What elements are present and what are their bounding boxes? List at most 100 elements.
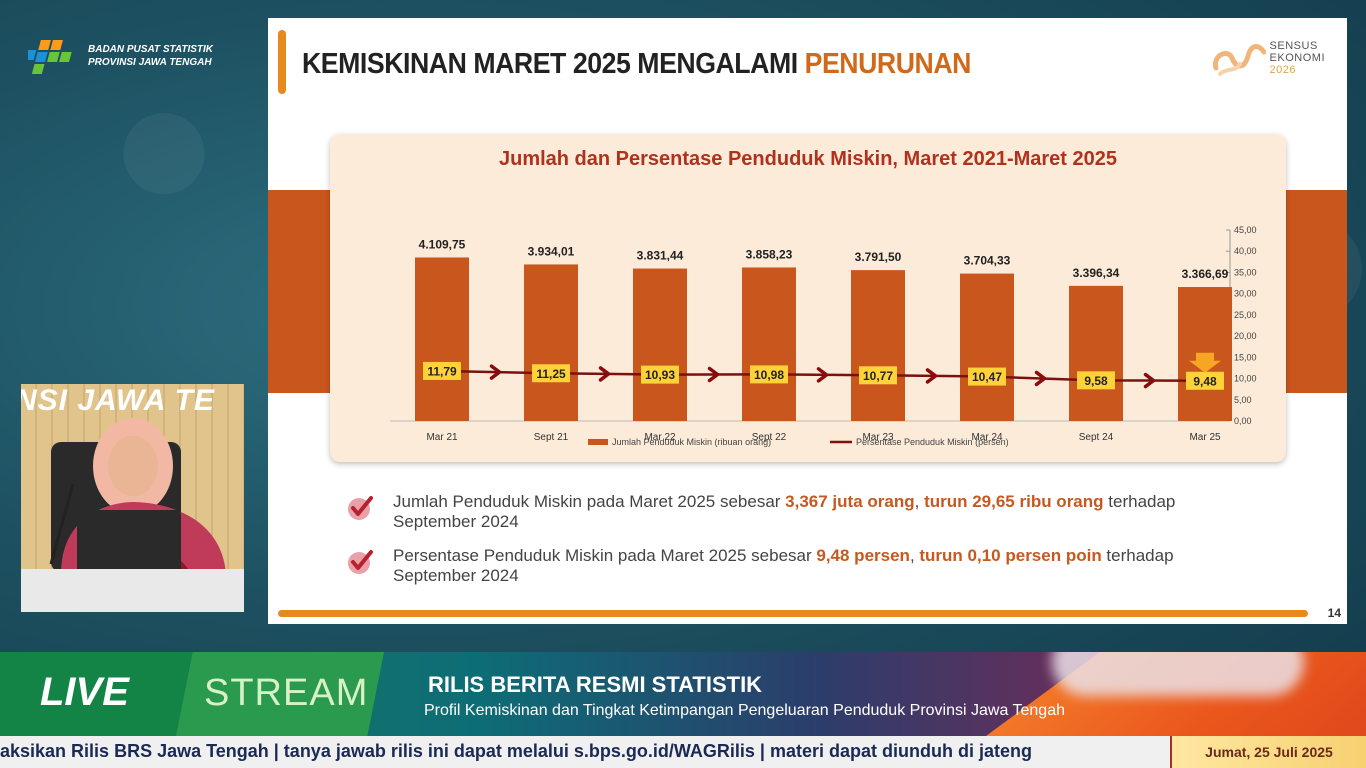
line-value-box bbox=[641, 365, 679, 384]
y2-tick-label: 40,00 bbox=[1234, 246, 1257, 256]
line-value-box bbox=[532, 364, 570, 383]
slide-title-main: KEMISKINAN MARET 2025 MENGALAMI bbox=[302, 48, 805, 80]
line-value-box bbox=[1077, 371, 1115, 390]
key-points: Jumlah Penduduk Miskin pada Maret 2025 s… bbox=[346, 492, 1246, 600]
key-point-2-bold-a: 9,48 persen bbox=[816, 546, 910, 565]
chart: 0,00 5,00 10,00 15,00 20,00 25,00 30,00 35,00 40… bbox=[390, 225, 1257, 447]
presenter-video: NSI JAWA TE bbox=[21, 384, 244, 612]
bar-value-label: 3.704,33 bbox=[964, 254, 1011, 268]
line-value-label: 10,98 bbox=[754, 368, 784, 382]
key-point-1-text-c: terhadap September 2024 bbox=[393, 492, 1176, 531]
sensus-line1: SENSUS bbox=[1269, 40, 1318, 52]
page-number: 14 bbox=[1327, 606, 1341, 620]
down-arrow-icon bbox=[1189, 352, 1221, 373]
key-point-1-bold-b: turun 29,65 ribu orang bbox=[924, 492, 1104, 511]
y2-tick-label: 45,00 bbox=[1234, 225, 1257, 235]
line-value-label: 10,47 bbox=[972, 370, 1002, 384]
title-accent-bar bbox=[278, 30, 286, 94]
bar-value-label: 3.791,50 bbox=[855, 250, 902, 264]
chart-title: Jumlah dan Persentase Penduduk Miskin, M… bbox=[498, 148, 1118, 170]
bar-value-label: 3.396,34 bbox=[1073, 266, 1120, 280]
live-badge bbox=[0, 652, 192, 736]
bar-value-label: 3.366,69 bbox=[1182, 267, 1229, 281]
ticker-text: aksikan Rilis BRS Jawa Tengah | tanya ja… bbox=[0, 741, 1032, 761]
bps-logo: BADAN PUSAT STATISTIK PROVINSI JAWA TENG… bbox=[28, 36, 213, 76]
line-value-box bbox=[1186, 371, 1224, 390]
check-icon bbox=[348, 496, 373, 520]
date-badge: Jumat, 25 Juli 2025 bbox=[1170, 736, 1366, 768]
legend-label-line: Persentase Penduduk Miskin (persen) bbox=[856, 437, 1009, 447]
line-value-box bbox=[423, 361, 461, 380]
check-icon bbox=[348, 550, 373, 574]
bar-value-label: 3.934,01 bbox=[528, 244, 575, 258]
stream-label: STREAM bbox=[204, 672, 369, 714]
x-tick-label: Mar 24 bbox=[971, 432, 1003, 443]
presenter-figure bbox=[49, 418, 226, 576]
key-point-1: Jumlah Penduduk Miskin pada Maret 2025 s… bbox=[346, 492, 1246, 532]
line-value-box bbox=[859, 366, 897, 385]
decor-band-left bbox=[268, 190, 330, 393]
y2-tick-label: 0,00 bbox=[1234, 416, 1252, 426]
bar bbox=[960, 273, 1014, 421]
slide-title-accent: PENURUNAN bbox=[804, 48, 972, 80]
legend-swatch-bars bbox=[588, 439, 608, 445]
bar bbox=[524, 264, 578, 421]
presenter-backdrop-text: NSI JAWA TE bbox=[21, 384, 215, 417]
news-ticker: aksikan Rilis BRS Jawa Tengah | tanya ja… bbox=[0, 736, 1366, 768]
y2-tick-label: 5,00 bbox=[1234, 395, 1252, 405]
key-point-1-bold-a: 3,367 juta orang bbox=[785, 492, 915, 511]
line-value-label: 9,58 bbox=[1084, 374, 1108, 388]
org-name-line1: BADAN PUSAT STATISTIK bbox=[88, 44, 213, 55]
lower-third-banner: LIVE STREAM RILIS BERITA RESMI STATISTIK… bbox=[0, 652, 1366, 736]
line-chevron-marker bbox=[1143, 372, 1157, 389]
y2-tick-label: 15,00 bbox=[1234, 352, 1257, 362]
line-chevron-marker bbox=[707, 366, 721, 383]
y2-tick-label: 10,00 bbox=[1234, 374, 1257, 384]
y2-tick-label: 25,00 bbox=[1234, 310, 1257, 320]
bps-logo-icon bbox=[28, 40, 72, 74]
sensus-ekonomi-icon bbox=[1212, 44, 1266, 76]
key-point-2: Persentase Penduduk Miskin pada Maret 20… bbox=[346, 546, 1246, 586]
key-point-2-text-b: , bbox=[909, 546, 920, 565]
y2-tick-label: 35,00 bbox=[1234, 267, 1257, 277]
key-point-2-text-a: Persentase Penduduk Miskin pada Maret 20… bbox=[393, 546, 817, 565]
x-tick-label: Mar 21 bbox=[426, 432, 458, 443]
x-tick-label: Mar 23 bbox=[862, 432, 894, 443]
line-value-label: 10,77 bbox=[863, 369, 893, 383]
y2-tick-label: 20,00 bbox=[1234, 331, 1257, 341]
org-name-line2: PROVINSI JAWA TENGAH bbox=[88, 57, 212, 68]
sensus-line2: EKONOMI bbox=[1269, 52, 1325, 64]
bar bbox=[742, 267, 796, 421]
y2-tick-label: 30,00 bbox=[1234, 289, 1257, 299]
line-value-box bbox=[750, 365, 788, 384]
bar bbox=[415, 257, 469, 421]
presenter-desk bbox=[21, 569, 244, 612]
stream-badge bbox=[176, 652, 384, 736]
key-point-1-text-b: , bbox=[914, 492, 925, 511]
chart-card: Jumlah dan Persentase Penduduk Miskin, M… bbox=[330, 134, 1286, 462]
legend-label-bars: Jumlah Penduduk Miskin (ribuan orang) bbox=[612, 437, 771, 447]
slide-footer-bar bbox=[278, 610, 1308, 617]
line-chevron-marker bbox=[598, 366, 612, 382]
x-tick-label: Sept 22 bbox=[752, 432, 787, 443]
presentation-slide: KEMISKINAN MARET 2025 MENGALAMI PENURUNA… bbox=[268, 18, 1347, 624]
blurred-region bbox=[1052, 652, 1304, 696]
line-value-label: 9,48 bbox=[1193, 374, 1217, 388]
slide-title: KEMISKINAN MARET 2025 MENGALAMI PENURUNA… bbox=[302, 48, 971, 81]
banner-subtitle: Profil Kemiskinan dan Tingkat Ketimpanga… bbox=[424, 702, 1065, 719]
line-value-label: 11,25 bbox=[536, 367, 566, 381]
decor-band-right bbox=[1286, 190, 1347, 393]
sensus-year: 2026 bbox=[1269, 64, 1297, 76]
bar bbox=[851, 270, 905, 421]
bar bbox=[1069, 285, 1123, 421]
banner-title: RILIS BERITA RESMI STATISTIK bbox=[428, 672, 763, 697]
bar bbox=[633, 268, 687, 421]
sensus-ekonomi-logo: SENSUS EKONOMI 2026 bbox=[1210, 38, 1325, 78]
live-label: LIVE bbox=[40, 670, 129, 714]
key-point-2-bold-b: turun 0,10 persen poin bbox=[919, 546, 1102, 565]
key-point-1-text-a: Jumlah Penduduk Miskin pada Maret 2025 s… bbox=[393, 492, 786, 511]
x-tick-label: Mar 25 bbox=[1189, 432, 1221, 443]
line-value-label: 11,79 bbox=[427, 364, 457, 378]
line-chevron-marker bbox=[489, 364, 503, 380]
line-value-box bbox=[968, 367, 1006, 386]
